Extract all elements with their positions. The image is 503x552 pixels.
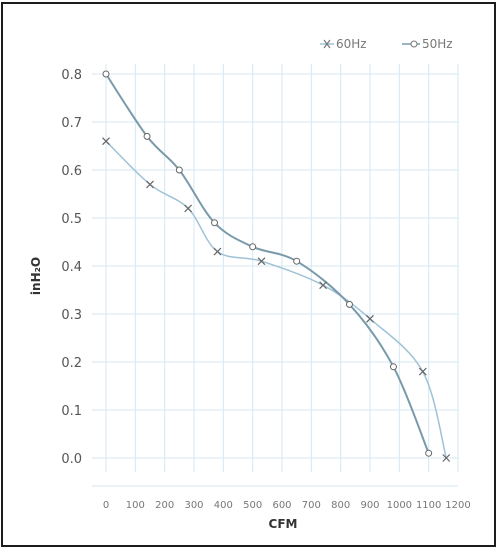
data-point-marker-o [211,219,219,227]
y-tick-label: 0.4 [61,260,82,275]
y-tick-label: 0.0 [61,452,82,467]
data-point-marker-o [293,257,301,265]
y-tick-label: 0.6 [61,164,82,179]
y-axis-title: inH₂O [29,257,43,295]
data-point-marker-o [143,132,151,140]
data-point-marker-o [389,363,397,371]
legend-item-50hz: 50Hz [402,37,453,51]
legend-label-60hz: 60Hz [336,37,367,51]
x-tick-label: 1200 [445,500,470,511]
y-tick-label: 0.7 [61,116,82,131]
x-axis-title: CFM [269,517,298,531]
y-tick-label: 0.3 [61,308,82,323]
data-point-marker-o [425,449,433,457]
data-point-marker-x [366,314,374,323]
y-tick-label: 0.2 [61,356,82,371]
x-tick-label: 600 [272,500,291,511]
y-axis-ticks: 0.8 0.7 0.6 0.5 0.4 0.3 0.2 0.1 0.0 [61,68,82,467]
x-tick-label: 500 [243,500,262,511]
y-tick-label: 0.1 [61,404,82,419]
x-axis-ticks: 0 100 200 300 400 500 600 700 800 900 1000 1100 1200 [103,500,471,511]
x-tick-label: 1000 [387,500,412,511]
data-point-marker-x [442,454,451,462]
grid [92,64,459,487]
x-tick-label: 0 [103,500,109,511]
x-tick-label: 400 [214,500,233,511]
data-point-marker-o [345,300,353,308]
data-point-marker-x [146,180,154,189]
x-tick-label: 900 [360,500,379,511]
legend: 60Hz 50Hz [320,37,453,51]
x-tick-label: 800 [331,500,350,511]
series-line-0 [105,140,447,459]
y-tick-label: 0.5 [61,212,82,227]
y-tick-label: 0.8 [61,68,82,83]
data-point-marker-x [257,257,266,266]
legend-label-50hz: 50Hz [422,37,453,51]
data-point-marker-x [184,204,193,213]
series-markers [102,70,451,462]
data-point-marker-x [102,137,110,146]
chart-frame [1,2,496,547]
x-tick-label: 700 [302,500,321,511]
legend-item-60hz: 60Hz [320,37,367,51]
x-tick-label: 200 [155,500,174,511]
data-point-marker-x [418,367,427,376]
x-tick-label: 1100 [416,500,441,511]
data-point-marker-o [102,70,110,78]
x-tick-label: 300 [184,500,203,511]
data-point-marker-o [249,243,257,251]
data-point-marker-x [319,281,327,290]
x-tick-label: 100 [126,500,145,511]
data-point-marker-o [175,166,183,174]
data-point-marker-x [213,247,222,256]
